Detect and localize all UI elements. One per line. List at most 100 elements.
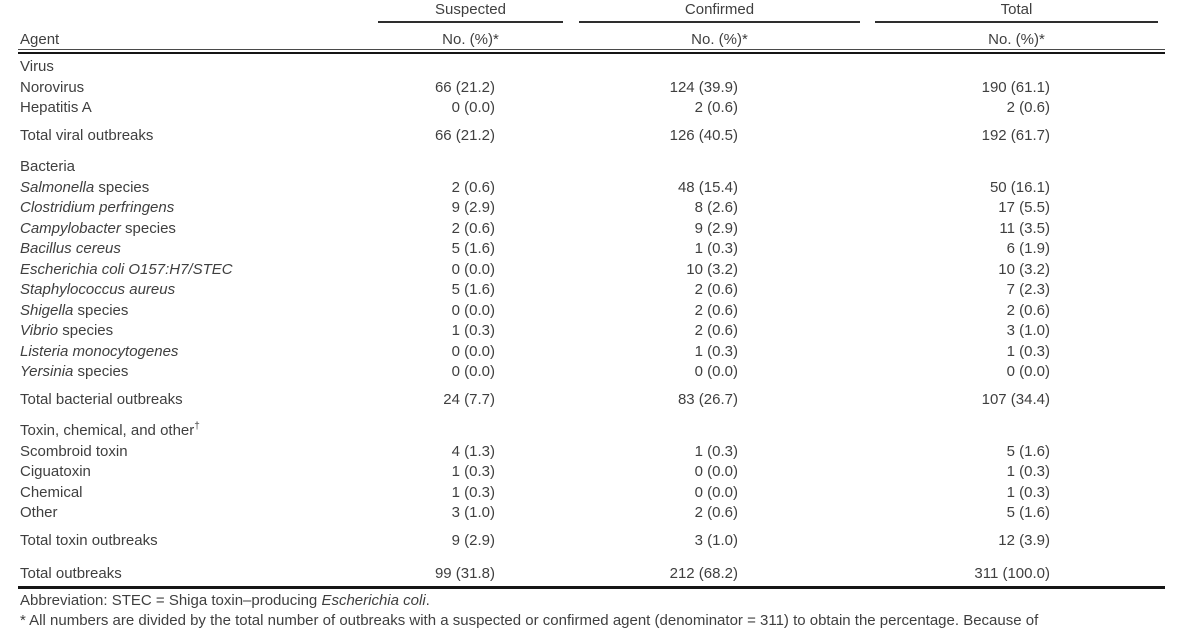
table-row: Vibrio species 1 (0.3) 2 (0.6) 3 (1.0) — [18, 321, 1165, 342]
suspected-value: 66 (21.2) — [434, 78, 495, 96]
confirmed-value: 212 (68.2) — [669, 565, 738, 582]
table-row: Staphylococcus aureus 5 (1.6) 2 (0.6) 7 … — [18, 280, 1165, 301]
table-row: Listeria monocytogenes 0 (0.0) 1 (0.3) 1… — [18, 342, 1165, 363]
col-group-confirmed: Confirmed — [579, 1, 860, 23]
total-value: 10 (3.2) — [998, 260, 1050, 278]
agent-name: Yersinia species — [20, 363, 129, 380]
suspected-value: 0 (0.0) — [451, 99, 495, 116]
confirmed-value: 2 (0.6) — [694, 281, 738, 298]
table-body: Virus Norovirus 66 (21.2) 124 (39.9) 190… — [18, 57, 1165, 585]
total-value: 192 (61.7) — [981, 126, 1050, 144]
asterisk-note: * All numbers are divided by the total n… — [20, 611, 1039, 629]
total-value: 12 (3.9) — [998, 531, 1050, 549]
confirmed-value: 1 (0.3) — [694, 442, 738, 460]
suspected-value: 5 (1.6) — [451, 281, 495, 298]
agent-name: Chemical — [20, 483, 83, 501]
suspected-value: 1 (0.3) — [451, 463, 495, 480]
total-value: 50 (16.1) — [989, 178, 1050, 196]
dagger-superscript: † — [194, 421, 200, 432]
footnotes: Abbreviation: STEC = Shiga toxin–produci… — [20, 591, 1182, 631]
agent-name: Hepatitis A — [20, 99, 92, 116]
table-row: Chemical 1 (0.3) 0 (0.0) 1 (0.3) — [18, 483, 1165, 504]
agent-name: Shigella species — [20, 301, 129, 319]
agent-name: Campylobacter species — [20, 219, 176, 237]
confirmed-value: 1 (0.3) — [694, 342, 738, 360]
agent-name: Escherichia coli O157:H7/STEC — [20, 260, 233, 278]
table-row: Ciguatoxin 1 (0.3) 0 (0.0) 1 (0.3) — [18, 462, 1165, 483]
table-bottom-rule — [18, 585, 1165, 589]
header-rule-thick — [18, 51, 1165, 54]
confirmed-value: 2 (0.6) — [694, 504, 738, 521]
section-label: Virus — [20, 58, 54, 75]
suspected-value: 1 (0.3) — [451, 322, 495, 339]
total-value: 1 (0.3) — [1006, 463, 1050, 480]
agent-name: Bacillus cereus — [20, 240, 121, 257]
abbreviation-note: Abbreviation: STEC = Shiga toxin–produci… — [20, 591, 430, 609]
total-row-toxin: Total toxin outbreaks 9 (2.9) 3 (1.0) 12… — [18, 531, 1165, 552]
subheader-confirmed: No. (%)* — [691, 31, 748, 48]
total-label: Total outbreaks — [20, 565, 122, 582]
header-rule-thin — [18, 49, 1165, 50]
suspected-value: 0 (0.0) — [451, 342, 495, 360]
confirmed-value: 48 (15.4) — [677, 178, 738, 196]
suspected-value: 9 (2.9) — [451, 199, 495, 216]
confirmed-value: 126 (40.5) — [669, 126, 738, 144]
agent-name: Listeria monocytogenes — [20, 342, 179, 360]
total-value: 5 (1.6) — [1006, 442, 1050, 460]
suspected-value: 9 (2.9) — [451, 531, 495, 549]
confirmed-value: 9 (2.9) — [694, 219, 738, 237]
col-group-suspected: Suspected — [378, 1, 563, 23]
total-value: 107 (34.4) — [981, 390, 1050, 408]
section-label: Toxin, chemical, and other — [20, 422, 195, 439]
suspected-value: 4 (1.3) — [451, 442, 495, 460]
total-value: 11 (3.5) — [999, 219, 1050, 237]
confirmed-value: 124 (39.9) — [669, 78, 738, 96]
confirmed-value: 8 (2.6) — [694, 199, 738, 216]
total-value: 17 (5.5) — [998, 199, 1050, 216]
grand-total-row: Total outbreaks 99 (31.8) 212 (68.2) 311… — [18, 564, 1165, 585]
total-value: 2 (0.6) — [1006, 99, 1050, 116]
agents-table: Suspected Confirmed Total Agent No. (%)*… — [18, 0, 1165, 589]
total-value: 6 (1.9) — [1006, 240, 1050, 257]
suspected-value: 66 (21.2) — [434, 126, 495, 144]
col-group-total: Total — [875, 1, 1158, 23]
section-header-bacteria: Bacteria — [18, 157, 1165, 178]
total-value: 1 (0.3) — [1006, 342, 1050, 360]
total-row-viral: Total viral outbreaks 66 (21.2) 126 (40.… — [18, 126, 1165, 147]
total-value: 190 (61.1) — [981, 78, 1050, 96]
suspected-value: 5 (1.6) — [451, 240, 495, 257]
suspected-value: 0 (0.0) — [451, 301, 495, 319]
total-value: 5 (1.6) — [1006, 504, 1050, 521]
suspected-value: 99 (31.8) — [434, 565, 495, 582]
suspected-value: 3 (1.0) — [451, 504, 495, 521]
confirmed-value: 0 (0.0) — [694, 483, 738, 501]
confirmed-value: 3 (1.0) — [694, 531, 738, 549]
suspected-value: 1 (0.3) — [451, 483, 495, 501]
table-row: Clostridium perfringens 9 (2.9) 8 (2.6) … — [18, 198, 1165, 219]
total-label: Total toxin outbreaks — [20, 531, 158, 549]
agent-name: Ciguatoxin — [20, 463, 91, 480]
total-value: 2 (0.6) — [1006, 301, 1050, 319]
table-row: Bacillus cereus 5 (1.6) 1 (0.3) 6 (1.9) — [18, 239, 1165, 260]
section-header-toxin: Toxin, chemical, and other† — [18, 421, 1165, 442]
total-value: 3 (1.0) — [1006, 322, 1050, 339]
agent-name: Clostridium perfringens — [20, 199, 175, 216]
table-row: Hepatitis A 0 (0.0) 2 (0.6) 2 (0.6) — [18, 98, 1165, 119]
confirmed-value: 0 (0.0) — [694, 363, 738, 380]
agent-name: Vibrio species — [20, 322, 114, 339]
total-label: Total bacterial outbreaks — [20, 390, 183, 408]
confirmed-value: 10 (3.2) — [686, 260, 738, 278]
table-row: Other 3 (1.0) 2 (0.6) 5 (1.6) — [18, 503, 1165, 524]
confirmed-value: 2 (0.6) — [694, 301, 738, 319]
table-row: Salmonella species 2 (0.6) 48 (15.4) 50 … — [18, 178, 1165, 199]
subheader-total: No. (%)* — [988, 31, 1045, 48]
table-header: Suspected Confirmed Total Agent No. (%)*… — [18, 0, 1165, 54]
total-value: 311 (100.0) — [974, 565, 1050, 582]
suspected-value: 0 (0.0) — [451, 260, 495, 278]
total-label: Total viral outbreaks — [20, 126, 154, 144]
confirmed-value: 83 (26.7) — [677, 390, 738, 408]
confirmed-value: 2 (0.6) — [694, 322, 738, 339]
suspected-value: 0 (0.0) — [451, 363, 495, 380]
agent-name: Salmonella species — [20, 178, 150, 196]
table-row: Yersinia species 0 (0.0) 0 (0.0) 0 (0.0) — [18, 362, 1165, 383]
